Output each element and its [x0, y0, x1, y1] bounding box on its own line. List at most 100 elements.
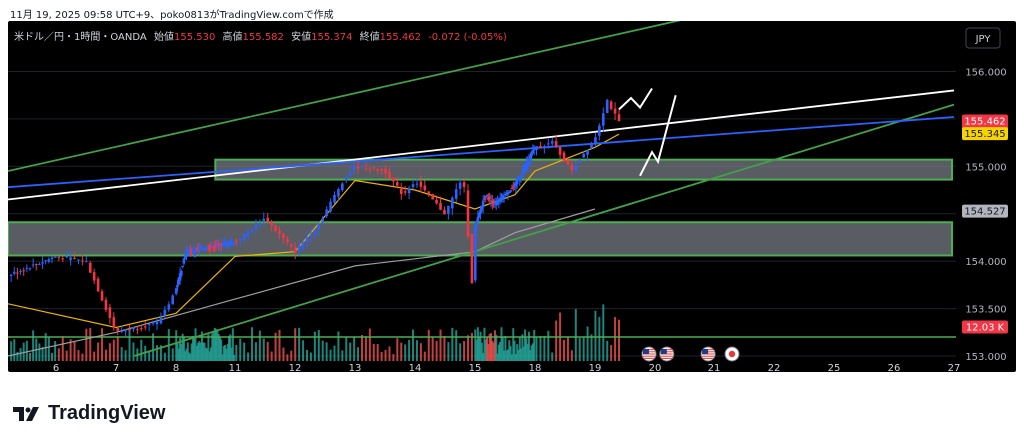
candle-body — [177, 277, 181, 285]
candle-body — [155, 321, 159, 325]
volume-bar — [101, 328, 104, 361]
volume-bar — [217, 334, 220, 361]
volume-bar — [505, 350, 508, 361]
candle-body — [447, 205, 450, 214]
candle-body — [352, 165, 356, 171]
time-axis[interactable]: 6 7 8 11 12 13 14 15 18 19 20 21 22 25 26 27 — [53, 363, 961, 372]
volume-bar — [77, 350, 80, 361]
candle-body — [415, 183, 419, 185]
price-tick-label: 154.000 — [965, 257, 1006, 268]
price-label-text: 155.345 — [964, 129, 1005, 140]
volume-bar — [376, 344, 379, 361]
volume-bar — [618, 319, 620, 361]
volume-bar — [479, 331, 482, 361]
candle-body — [205, 246, 209, 250]
brand[interactable]: TradingView — [12, 402, 165, 425]
candle-body — [250, 229, 254, 231]
volume-bar — [47, 336, 50, 361]
volume-bar — [202, 342, 205, 361]
volume-bar — [38, 343, 41, 361]
candle-body — [558, 147, 562, 155]
flag-canton — [643, 349, 649, 354]
volume-bar — [286, 354, 289, 361]
volume-bar — [73, 341, 76, 361]
candle-body — [41, 262, 44, 264]
volume-bar — [404, 344, 407, 361]
candle-body — [550, 141, 554, 144]
volume-bar — [396, 338, 399, 361]
price-axis[interactable]: 156.000155.500155.000154.500154.000153.5… — [962, 67, 1008, 363]
currency-button[interactable]: JPY — [965, 27, 1001, 49]
candle-body — [475, 221, 478, 226]
candle-body — [143, 326, 147, 328]
price-tick-label: 153.500 — [965, 305, 1006, 316]
volume-bar — [25, 340, 28, 361]
volume-bar — [317, 329, 320, 361]
candle-body — [562, 152, 566, 162]
volume-bar — [353, 337, 356, 361]
candle-body — [493, 202, 497, 204]
projection-zigzag — [618, 87, 653, 111]
event-icons[interactable] — [641, 346, 740, 362]
volume-bar — [206, 348, 209, 361]
volume-bar — [207, 334, 210, 361]
volume-bar — [497, 344, 500, 361]
volume-bar — [184, 351, 187, 361]
volume-bar — [412, 329, 415, 361]
volume-bar — [483, 327, 486, 361]
volume-bar — [216, 330, 219, 361]
projection-drawing[interactable] — [618, 87, 677, 177]
volume-bar — [480, 342, 483, 361]
volume-bar — [186, 342, 189, 361]
candle-body — [182, 258, 186, 264]
volume-bar — [225, 348, 228, 361]
time-tick-label: 25 — [828, 363, 841, 372]
chart-caption: 11月 19, 2025 09:58 UTC+9、poko0813がTradin… — [10, 10, 334, 21]
volume-bar — [530, 345, 533, 361]
price-tick-label: 155.000 — [965, 162, 1006, 173]
volume-bar — [120, 347, 123, 361]
volume-bar — [148, 350, 151, 361]
volume-bar — [306, 349, 308, 361]
us-flag-icon — [659, 346, 675, 362]
volume-bar — [13, 339, 16, 361]
candle-body — [489, 200, 493, 202]
us-flag-icon — [641, 346, 657, 362]
volume-bar — [529, 350, 532, 361]
price-chart[interactable]: 156.000155.500155.000154.500154.000153.5… — [8, 21, 1016, 372]
volume-bar — [341, 350, 344, 361]
volume-bar — [496, 353, 499, 361]
volume-bar — [360, 334, 363, 361]
candle-body — [570, 164, 574, 171]
candle-body — [451, 197, 454, 209]
volume-bar — [191, 335, 194, 361]
candle-body — [531, 150, 535, 154]
volume-bar — [28, 352, 31, 361]
candle-body — [278, 230, 281, 234]
candle-body — [238, 239, 242, 241]
candle-body — [258, 224, 262, 226]
volume-bar — [566, 337, 569, 361]
candle-body — [427, 191, 431, 194]
volume-bar — [357, 347, 360, 361]
candle-body — [497, 199, 501, 203]
candle-body — [325, 209, 328, 217]
volume-bar — [93, 351, 96, 361]
volume-bar — [467, 335, 470, 361]
volume-bar — [54, 341, 57, 361]
candle-body — [293, 247, 297, 253]
time-tick-label: 20 — [649, 363, 662, 372]
us-flag-icon — [700, 346, 716, 362]
candle-body — [212, 246, 215, 248]
candle-body — [535, 146, 538, 151]
time-tick-label: 6 — [53, 363, 59, 372]
candle-body — [508, 192, 511, 194]
volume-bar — [222, 345, 225, 361]
candle-body — [163, 309, 167, 317]
price-label-box — [962, 127, 1008, 141]
candle-body — [178, 272, 182, 281]
volume-bar — [200, 331, 203, 361]
candle-body — [301, 242, 305, 248]
candle-body — [140, 328, 143, 330]
volume-bar — [233, 354, 236, 361]
